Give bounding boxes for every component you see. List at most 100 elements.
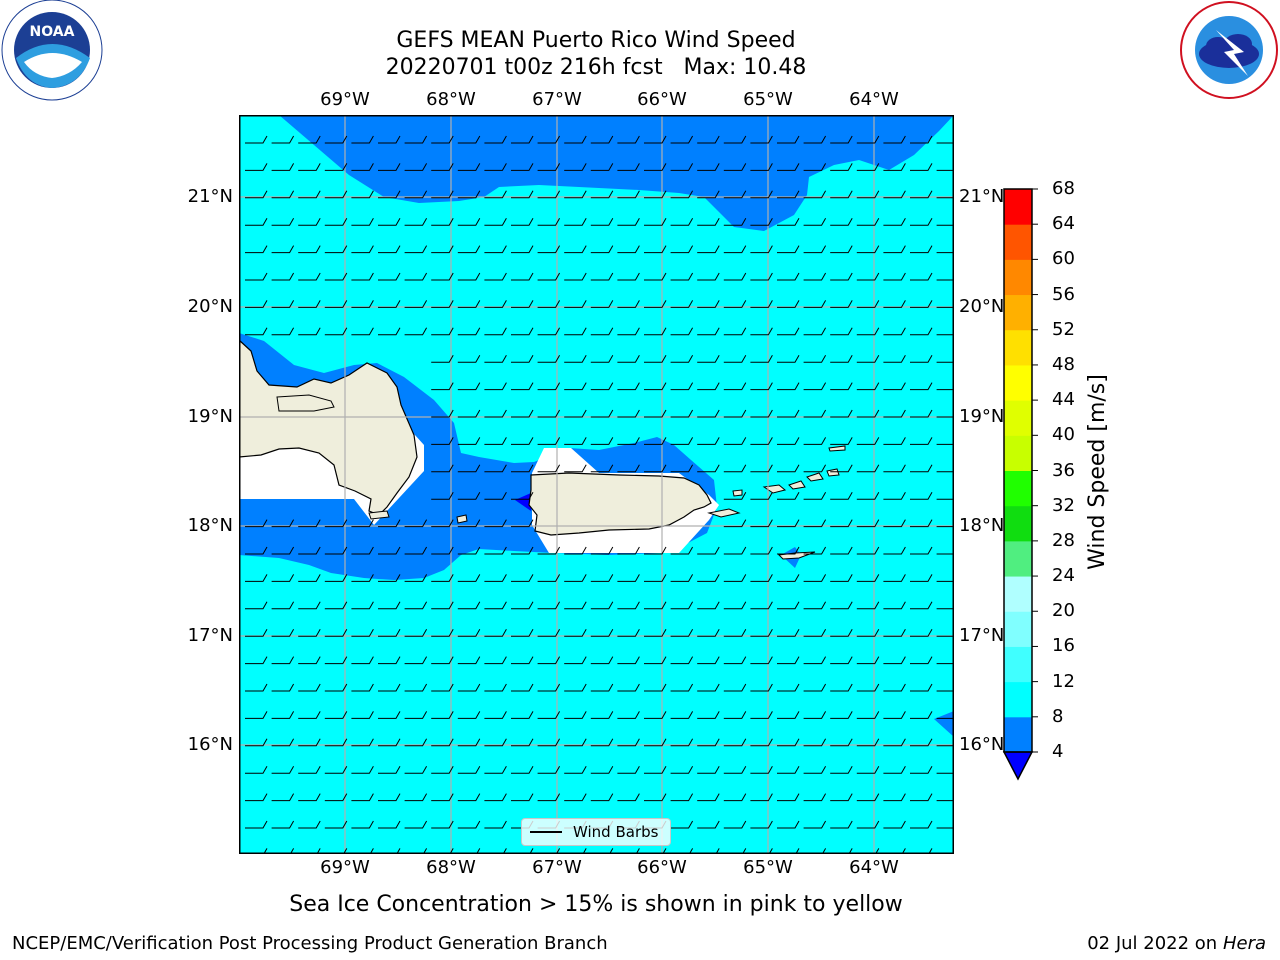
wind-barb bbox=[697, 217, 720, 226]
wind-barb bbox=[457, 464, 481, 473]
wind-barb bbox=[617, 135, 640, 144]
wind-barb bbox=[457, 820, 481, 829]
wind-barb bbox=[723, 300, 747, 308]
wind-barb bbox=[697, 601, 720, 610]
wind-barb bbox=[936, 197, 954, 199]
wind-barb bbox=[564, 793, 587, 802]
wind-barb bbox=[271, 628, 295, 637]
wind-barb bbox=[351, 820, 374, 829]
wind-barb bbox=[324, 519, 348, 528]
wind-barb bbox=[750, 628, 773, 637]
wind-barb bbox=[670, 820, 694, 829]
wind-barb bbox=[830, 765, 853, 774]
wind-barb bbox=[910, 300, 933, 308]
wind-barb bbox=[298, 711, 321, 719]
wind-barb bbox=[298, 820, 321, 829]
wind-barb bbox=[245, 217, 268, 226]
wind-barb bbox=[795, 848, 800, 854]
wind-barb bbox=[378, 574, 401, 582]
wind-barb bbox=[457, 683, 481, 692]
wind-barb bbox=[723, 135, 747, 144]
wind-barb bbox=[803, 437, 827, 445]
lat-label-right: 17°N bbox=[959, 625, 1005, 646]
wind-barb bbox=[936, 389, 954, 391]
wind-barb bbox=[777, 163, 800, 171]
wind-barb bbox=[830, 163, 853, 171]
wind-barb bbox=[830, 245, 853, 254]
wind-barb bbox=[723, 820, 747, 829]
wind-barb bbox=[830, 300, 853, 308]
legend-label: Wind Barbs bbox=[573, 823, 659, 841]
wind-barb bbox=[750, 519, 773, 528]
wind-barb bbox=[803, 738, 827, 747]
wind-barb bbox=[484, 491, 507, 500]
lat-label-right: 16°N bbox=[959, 734, 1005, 755]
wind-barb bbox=[404, 135, 428, 144]
wind-barb bbox=[723, 245, 747, 254]
colorbar-band bbox=[1004, 611, 1032, 647]
wind-barb bbox=[404, 601, 428, 610]
wind-barb bbox=[298, 300, 321, 308]
colorbar-band bbox=[1004, 400, 1032, 436]
land-anegada bbox=[828, 445, 846, 452]
wind-barb bbox=[697, 245, 720, 254]
wind-barb bbox=[644, 464, 667, 473]
wind-barb bbox=[723, 491, 747, 500]
wind-barb bbox=[537, 327, 561, 336]
wind-barb bbox=[511, 163, 534, 171]
wind-barb bbox=[617, 409, 640, 418]
wind-barb bbox=[324, 190, 348, 199]
wind-barb bbox=[856, 628, 880, 637]
wind-barb bbox=[883, 793, 906, 802]
wind-barb bbox=[476, 848, 481, 854]
wind-barb bbox=[431, 738, 454, 747]
wind-barb bbox=[271, 190, 295, 199]
wind-barb bbox=[723, 656, 747, 665]
wind-barb bbox=[697, 793, 720, 802]
wind-barb bbox=[590, 272, 614, 281]
wind-barb bbox=[830, 190, 853, 199]
wind-barb bbox=[271, 574, 295, 582]
wind-barb bbox=[830, 217, 853, 226]
wind-barb bbox=[830, 437, 853, 445]
wind-barb bbox=[378, 711, 401, 719]
wind-barb bbox=[644, 300, 667, 308]
wind-barb bbox=[670, 437, 694, 445]
wind-barb bbox=[537, 245, 561, 254]
wind-barb bbox=[830, 820, 853, 829]
wind-barb bbox=[245, 163, 268, 171]
wind-barb bbox=[404, 272, 428, 281]
wind-barb bbox=[245, 711, 268, 719]
wind-barb bbox=[803, 300, 827, 308]
wind-barb bbox=[457, 519, 481, 528]
wind-barb bbox=[351, 601, 374, 610]
wind-barb bbox=[590, 546, 614, 555]
lat-label-left: 17°N bbox=[187, 625, 233, 646]
colorbar-tick-label: 68 bbox=[1052, 178, 1075, 199]
wind-band-north bbox=[279, 115, 954, 231]
wind-barb bbox=[723, 574, 747, 582]
colorbar bbox=[1002, 188, 1038, 781]
wind-barb bbox=[263, 848, 268, 854]
colorbar-tick-label: 20 bbox=[1052, 600, 1075, 622]
wind-barb bbox=[590, 765, 614, 774]
wind-barb bbox=[723, 628, 747, 637]
wind-barb bbox=[564, 382, 587, 391]
wind-barb bbox=[564, 437, 587, 445]
wind-barb bbox=[856, 601, 880, 610]
wind-barb bbox=[750, 656, 773, 665]
wind-barb bbox=[537, 793, 561, 802]
wind-barb bbox=[723, 437, 747, 445]
wind-barb bbox=[617, 765, 640, 774]
wind-barb bbox=[883, 300, 906, 308]
wind-barb bbox=[484, 272, 507, 281]
colorbar-tick-label: 60 bbox=[1052, 248, 1075, 270]
wind-barb bbox=[750, 245, 773, 254]
wind-barb bbox=[324, 272, 348, 281]
colorbar-band bbox=[1004, 505, 1032, 542]
wind-barb bbox=[856, 300, 880, 308]
wind-barb bbox=[484, 300, 507, 308]
wind-barb bbox=[378, 601, 401, 610]
wind-barb bbox=[777, 245, 800, 254]
wind-barb bbox=[431, 354, 454, 363]
